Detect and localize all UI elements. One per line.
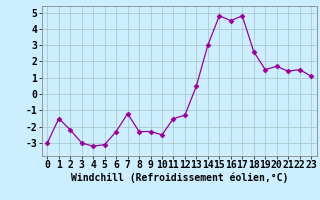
X-axis label: Windchill (Refroidissement éolien,°C): Windchill (Refroidissement éolien,°C) (70, 173, 288, 183)
